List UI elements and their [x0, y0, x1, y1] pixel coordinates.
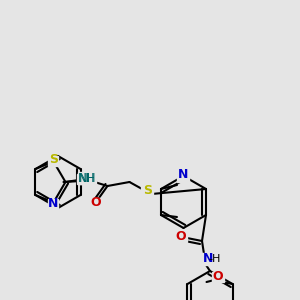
Text: N: N [48, 197, 59, 210]
Bar [142, 185, 154, 197]
Bar [175, 232, 187, 242]
Bar [212, 272, 224, 282]
Bar [197, 253, 219, 265]
Text: O: O [212, 269, 223, 283]
Text: NH: NH [79, 172, 96, 184]
Bar [89, 198, 101, 208]
Text: S: S [49, 153, 58, 166]
Text: -H: -H [209, 254, 221, 264]
Text: S: S [143, 184, 152, 197]
Bar [49, 155, 58, 166]
Bar [79, 172, 97, 184]
Bar [178, 170, 190, 182]
Text: N: N [178, 169, 189, 182]
Text: O: O [90, 196, 101, 209]
Text: O: O [176, 230, 186, 242]
Text: NH: NH [78, 172, 95, 185]
Text: N: N [203, 253, 213, 266]
Bar [49, 199, 58, 208]
Bar [77, 174, 94, 184]
